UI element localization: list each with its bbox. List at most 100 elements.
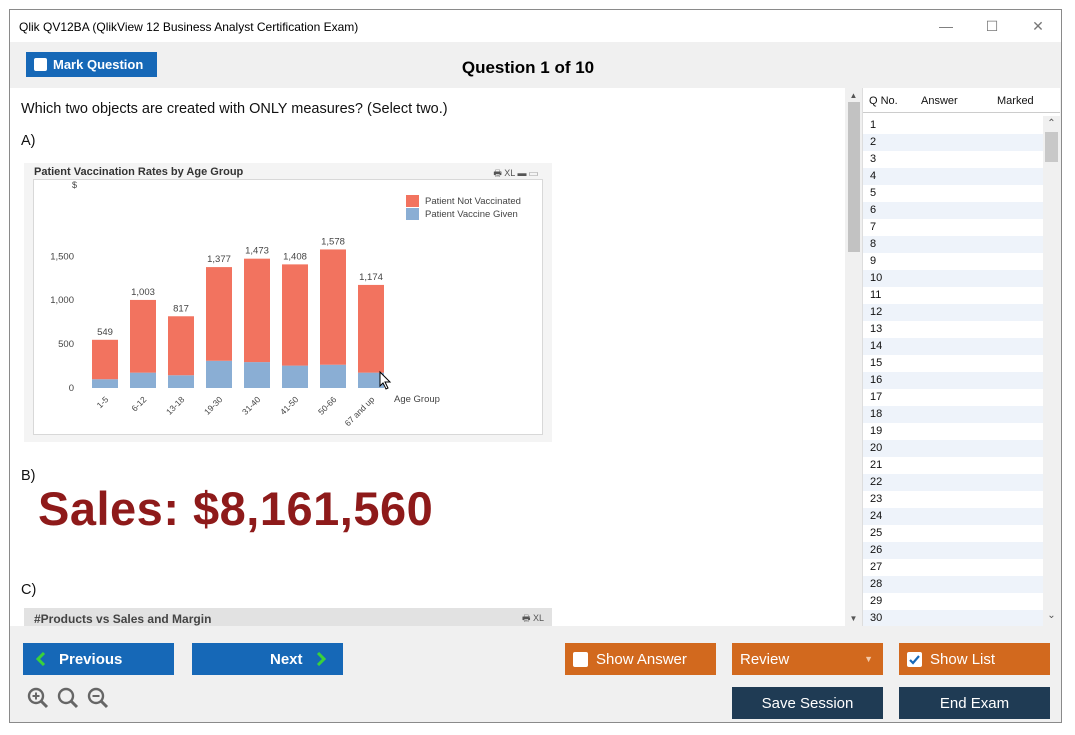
bar-segment [282,264,308,366]
question-list-row[interactable]: 24 [863,508,1043,525]
mouse-cursor-icon [379,370,392,390]
scrollbar-thumb[interactable] [848,102,860,252]
x-tick-label: 31-40 [240,394,263,417]
question-list-row[interactable]: 15 [870,357,883,369]
question-list-row[interactable]: 8 [863,236,1043,253]
question-list-row[interactable]: 28 [863,576,1043,593]
question-list-row[interactable]: 2 [863,134,1043,151]
bar-segment [206,267,232,361]
zoom-reset-icon[interactable] [56,686,80,710]
show-answer-label: Show Answer [596,650,687,668]
bar-segment [130,372,156,388]
question-list-row[interactable]: 16 [863,372,1043,389]
question-list-row[interactable]: 26 [863,542,1043,559]
question-list-row[interactable]: 5 [870,187,877,199]
scroll-up-arrow-icon[interactable]: ▲ [849,91,858,100]
chevron-right-icon [316,652,326,666]
x-tick-label: 41-50 [278,394,301,417]
question-list-row[interactable]: 27 [870,561,883,573]
question-list-row[interactable]: 23 [870,493,883,505]
footer-bar: Previous Next Show Answer Review ▼ Show … [10,626,1061,722]
show-answer-button[interactable]: Show Answer [565,643,716,675]
question-list-row[interactable]: 18 [863,406,1043,423]
end-exam-button[interactable]: End Exam [899,687,1050,719]
question-list-row[interactable]: 6 [863,202,1043,219]
question-list-row[interactable]: 19 [870,425,883,437]
question-list-row[interactable]: 3 [870,153,877,165]
question-list-row[interactable]: 1 [870,119,877,131]
save-session-button[interactable]: Save Session [732,687,883,719]
question-list-row[interactable]: 25 [870,527,883,539]
show-list-button[interactable]: Show List [899,643,1050,675]
list-scroll-down-icon[interactable]: ⌄ [1047,610,1056,621]
chevron-left-icon [35,652,46,666]
question-list-row[interactable]: 7 [870,221,877,233]
zoom-out-icon[interactable] [86,686,110,710]
bar-segment [92,339,118,380]
data-label: 1,408 [283,251,307,262]
x-tick-label: 67 and up [343,394,377,428]
zoom-controls [26,686,110,710]
question-list-row[interactable]: 17 [870,391,883,403]
y-tick-label: 500 [58,339,74,350]
maximize-button[interactable]: ☐ [985,17,999,34]
title-bar: Qlik QV12BA (QlikView 12 Business Analys… [10,10,1061,42]
y-tick-label: 1,000 [50,295,74,306]
minimize-button[interactable]: — [939,18,953,34]
bar-segment [320,249,346,365]
bar-segment [358,284,384,373]
app-window: Qlik QV12BA (QlikView 12 Business Analys… [9,9,1062,723]
close-button[interactable]: ✕ [1032,17,1044,34]
question-list-row[interactable]: 20 [863,440,1043,457]
y-tick-label: 0 [69,383,74,394]
question-counter: Question 1 of 10 [461,58,595,77]
legend-swatch [406,195,419,207]
next-label: Next [270,650,303,668]
legend-swatch [406,208,419,220]
question-list-rows: 1 2 3 4 5 6 7 8 9 10 11 12 13 14 15 16 17 18 19 20 21 22 23 24 2… [863,117,1043,626]
question-list-row[interactable]: 4 [863,168,1043,185]
legend-label: Patient Vaccine Given [425,209,518,220]
question-list-scrollbar[interactable]: ⌃ ⌄ [1043,116,1060,626]
bar-segment [130,299,156,373]
mark-question-button[interactable]: Mark Question [26,52,157,77]
previous-label: Previous [59,650,123,668]
question-list-row[interactable]: 10 [863,270,1043,287]
bar-segment [244,362,270,388]
list-scrollbar-thumb[interactable] [1045,132,1058,162]
next-button[interactable]: Next [192,643,343,675]
bar-segment [320,364,346,388]
bar-chart: $0 500 1,000 1,500 549 1-5 1,003 6-12 817 13-18 1,… [50,180,521,428]
x-tick-label: 19-30 [202,394,225,417]
question-list-row[interactable]: 9 [870,255,877,267]
question-list-row[interactable]: 13 [870,323,883,335]
list-scroll-up-icon[interactable]: ⌃ [1047,118,1056,129]
question-list-row[interactable]: 30 [863,610,1043,626]
question-list-header: Q No. Answer Marked [863,88,1060,113]
data-label: 1,473 [245,246,269,257]
question-list-row[interactable]: 29 [870,595,883,607]
question-text: Which two objects are created with ONLY … [21,101,448,117]
question-content: Which two objects are created with ONLY … [10,88,845,626]
review-dropdown[interactable]: Review ▼ [732,643,883,675]
chart-plot-frame: $0 500 1,000 1,500 549 1-5 1,003 6-12 817 13-18 1,… [33,179,543,435]
question-list-row[interactable]: 22 [863,474,1043,491]
option-c-chart: #Products vs Sales and Margin 🖶 XL [24,608,552,626]
col-marked[interactable]: Marked [997,95,1034,107]
question-list-row[interactable]: 14 [863,338,1043,355]
scroll-down-arrow-icon[interactable]: ▼ [849,614,858,623]
bar-segment [282,365,308,388]
zoom-in-icon[interactable] [26,686,50,710]
question-list-row[interactable]: 11 [870,289,882,301]
content-scrollbar[interactable]: ▲ ▼ [845,88,862,626]
bar-segment [168,375,194,388]
col-answer[interactable]: Answer [921,95,958,107]
data-label: 1,003 [131,287,155,298]
data-label: 1,578 [321,236,345,247]
col-qno[interactable]: Q No. [869,95,898,107]
question-list-row[interactable]: 12 [863,304,1043,321]
y-axis-label: $ [72,180,77,190]
question-list-row[interactable]: 21 [870,459,883,471]
previous-button[interactable]: Previous [23,643,174,675]
x-axis-label: Age Group [394,394,440,405]
